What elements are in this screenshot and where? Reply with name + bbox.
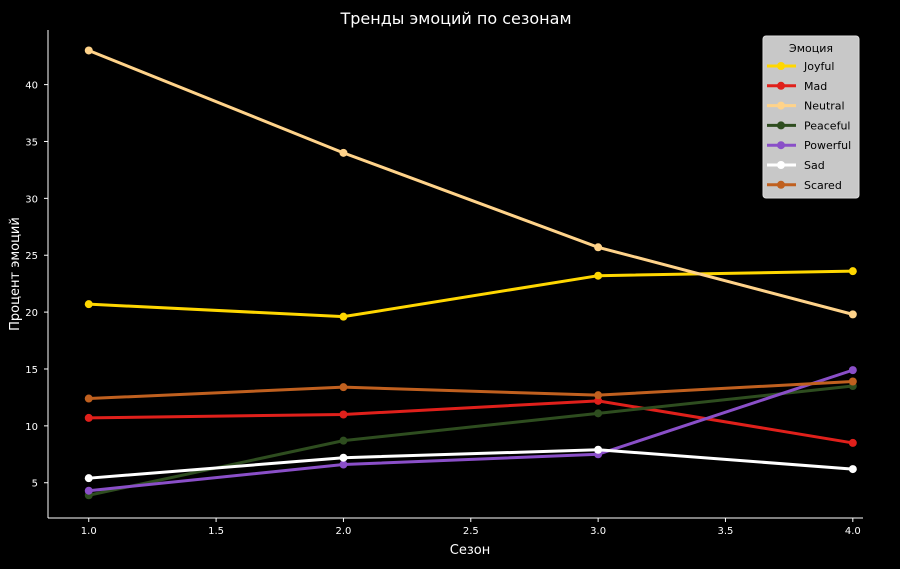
legend-marker-joyful [777, 62, 785, 70]
x-tick-label: 2.0 [335, 526, 351, 537]
data-point-mad [848, 438, 857, 447]
legend: Эмоция Joyful Mad Neutral Peaceful Powerful S… [762, 35, 860, 199]
data-point-joyful [84, 300, 93, 309]
data-point-mad [594, 396, 603, 405]
legend-label-scared: Scared [804, 179, 842, 192]
series-line-neutral [88, 49, 854, 316]
data-point-scared [594, 391, 603, 400]
y-axis-label: Процент эмоций [8, 217, 23, 331]
data-point-scared [339, 383, 348, 392]
data-point-peaceful [339, 436, 348, 445]
legend-marker-mad [777, 81, 785, 90]
data-point-powerful [84, 486, 93, 495]
data-point-sad [339, 453, 348, 462]
data-point-joyful [339, 312, 348, 321]
legend-marker-peaceful [777, 121, 785, 130]
legend-marker-scared [777, 180, 785, 189]
legend-label-joyful: Joyful [803, 60, 834, 73]
x-tick-label: 3.5 [718, 526, 734, 537]
y-tick-label: 35 [25, 137, 38, 148]
data-point-scared [848, 377, 857, 386]
series-line-mad [88, 399, 854, 445]
data-point-sad [594, 445, 603, 454]
legend-label-sad: Sad [804, 159, 825, 172]
x-tick-label: 2.5 [463, 526, 479, 537]
y-tick-label: 20 [25, 308, 38, 319]
data-point-mad [84, 413, 93, 422]
data-point-neutral [84, 46, 93, 55]
legend-marker-neutral [777, 101, 785, 110]
series-line-sad [88, 448, 853, 480]
legend-label-mad: Mad [804, 80, 827, 93]
x-tick-label: 3.0 [590, 526, 606, 537]
x-tick-label: 4.0 [845, 526, 861, 537]
series-line-joyful [88, 269, 853, 319]
data-point-peaceful [594, 409, 603, 418]
data-point-scared [84, 394, 93, 403]
data-point-neutral [339, 148, 348, 157]
legend-label-peaceful: Peaceful [804, 119, 850, 132]
data-point-powerful [339, 460, 348, 469]
y-tick-label: 40 [25, 81, 38, 92]
data-point-joyful [594, 271, 603, 280]
legend-marker-sad [777, 161, 785, 169]
chart-title: Тренды эмоций по сезонам [339, 9, 571, 28]
data-point-neutral [594, 243, 603, 252]
data-point-sad [848, 465, 857, 474]
data-point-powerful [848, 366, 857, 375]
legend-label-powerful: Powerful [804, 139, 851, 152]
data-point-mad [339, 410, 348, 419]
x-axis-label: Сезон [450, 543, 490, 558]
y-tick-label: 5 [32, 479, 38, 490]
y-tick-label: 30 [25, 194, 38, 205]
series-line-powerful [88, 368, 854, 493]
data-point-neutral [848, 310, 857, 319]
legend-marker-powerful [777, 141, 785, 150]
legend-label-neutral: Neutral [804, 100, 845, 113]
series-line-scared [88, 379, 853, 401]
data-point-joyful [848, 267, 857, 276]
x-tick-label: 1.0 [81, 526, 97, 537]
y-tick-label: 15 [25, 365, 38, 376]
data-point-sad [84, 474, 93, 483]
x-tick-label: 1.5 [208, 526, 224, 537]
y-tick-label: 25 [25, 251, 38, 262]
legend-box [762, 35, 860, 199]
legend-title: Эмоция [789, 42, 833, 55]
y-tick-label: 10 [25, 422, 38, 433]
